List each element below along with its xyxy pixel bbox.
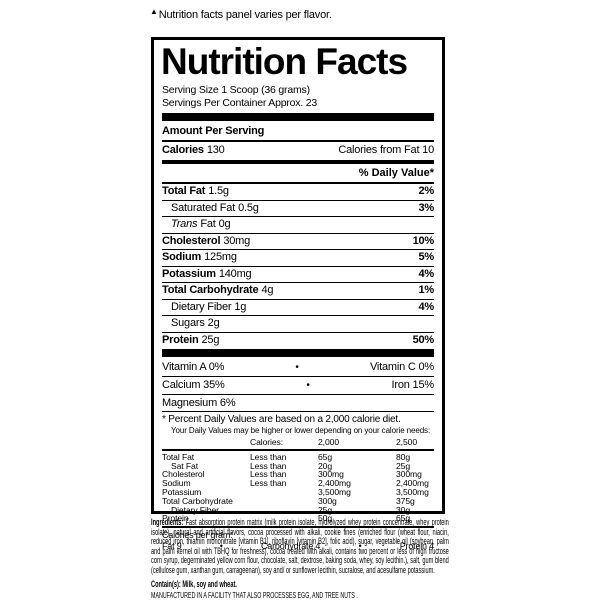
footnote-table-header: Calories: 2,000 2,500 bbox=[250, 437, 418, 447]
section-divider-bar bbox=[162, 113, 434, 121]
calories-per-gram-row: Fat 9 • Carbohydrate 4 • Protein 4 bbox=[162, 540, 434, 553]
divider bbox=[162, 182, 434, 184]
nutrient-row-sodium: Sodium 125mg 5% bbox=[162, 250, 434, 267]
section-divider-bar bbox=[162, 349, 434, 357]
footnote-table: Total Fat Less than 65g 80g Sat Fat Less… bbox=[162, 451, 429, 524]
servings-per-container: Servings Per Container Approx. 23 bbox=[162, 97, 318, 109]
triangle-marker-icon: ▲ bbox=[150, 7, 158, 16]
footnote-daily-values: * Percent Daily Values are based on a 2,… bbox=[162, 414, 401, 425]
ingredients-paragraph: Ingredients: Fast absorption protein mat… bbox=[151, 517, 449, 576]
iron: Iron 15% bbox=[391, 378, 435, 391]
section-divider-bar bbox=[162, 160, 434, 164]
nutrient-row-protein: Protein 25g 50% bbox=[162, 333, 434, 346]
vitamin-a: Vitamin A 0% bbox=[162, 360, 225, 373]
fn-label: Dietary Fiber bbox=[171, 504, 219, 515]
bullet-separator: • bbox=[358, 541, 362, 552]
ingredients-label: Ingredients: bbox=[151, 517, 184, 527]
nutrient-row-total-carbohydrate: Total Carbohydrate 4g 1% bbox=[162, 283, 434, 300]
vitamin-row-2: Calcium 35% • Iron 15% bbox=[162, 377, 434, 394]
calories-from-fat: Calories from Fat 10 bbox=[338, 144, 434, 156]
vitamin-c: Vitamin C 0% bbox=[369, 360, 434, 373]
nutrient-row-potassium: Potassium 140mg 4% bbox=[162, 267, 434, 283]
nutrient-row-cholesterol: Cholesterol 30mg 10% bbox=[162, 234, 434, 250]
flavor-variation-note: ▲Nutrition facts panel varies per flavor… bbox=[150, 7, 332, 21]
daily-value-header: % Daily Value* bbox=[358, 167, 434, 179]
magnesium: Magnesium 6% bbox=[162, 396, 236, 409]
allergen-contains-line: Contain(s): Milk, soy and wheat. bbox=[151, 578, 237, 589]
fn-label: Cholesterol bbox=[162, 469, 205, 480]
flavor-variation-note-text: Nutrition facts panel varies per flavor. bbox=[158, 9, 332, 21]
fn-label: Protein bbox=[162, 513, 189, 524]
bullet-separator: • bbox=[295, 361, 299, 373]
ingredients-text: Fast absorption protein matrix (milk pro… bbox=[151, 517, 449, 575]
bullet-separator: • bbox=[306, 379, 310, 391]
serving-size: Serving Size 1 Scoop (36 grams) bbox=[162, 84, 310, 96]
fn-label: Sodium bbox=[162, 478, 191, 489]
fn-label: Potassium bbox=[162, 486, 202, 497]
calories-row: Calories 130 Calories from Fat 10 bbox=[162, 142, 434, 159]
amount-per-serving-heading: Amount Per Serving bbox=[162, 125, 265, 137]
vitamin-row-3: Magnesium 6% bbox=[162, 395, 434, 411]
fn-label: Sat Fat bbox=[171, 460, 199, 471]
divider bbox=[162, 140, 434, 142]
manufactured-facility-line: MANUFACTURED IN A FACILITY THAT ALSO PRO… bbox=[151, 589, 358, 600]
divider bbox=[162, 376, 434, 377]
vitamin-row-1: Vitamin A 0% • Vitamin C 0% bbox=[162, 359, 434, 376]
divider bbox=[162, 411, 434, 412]
divider bbox=[162, 394, 434, 395]
ingredients-section: Ingredients: Fast absorption protein mat… bbox=[151, 517, 449, 600]
footnote-calorie-needs: Your Daily Values may be higher or lower… bbox=[171, 426, 431, 435]
fn-label: Total Carbohydrate bbox=[162, 495, 233, 506]
nutrient-row-trans-fat: Trans Fat 0g bbox=[162, 217, 434, 234]
bullet-separator: • bbox=[219, 541, 223, 552]
nutrition-facts-panel: Nutrition Facts Serving Size 1 Scoop (36… bbox=[151, 37, 445, 551]
cpg-fat: Fat 9 bbox=[162, 541, 182, 552]
calories-per-gram-label: Calories per gram: bbox=[162, 530, 233, 541]
nutrient-row-total-fat: Total Fat 1.5g 2% bbox=[162, 184, 434, 201]
nutrient-row-dietary-fiber: Dietary Fiber 1g 4% bbox=[162, 300, 434, 316]
divider bbox=[162, 448, 434, 451]
nutrient-row-saturated-fat: Saturated Fat 0.5g 3% bbox=[162, 201, 434, 217]
nutrient-row-sugars: Sugars 2g bbox=[162, 316, 434, 333]
cpg-protein: Protein 4 bbox=[399, 541, 434, 552]
calcium: Calcium 35% bbox=[162, 378, 225, 391]
panel-title: Nutrition Facts bbox=[161, 41, 408, 82]
fn-label: Total Fat bbox=[162, 451, 195, 462]
cpg-carbohydrate: Carbohydrate 4 bbox=[261, 541, 321, 552]
calories-value: Calories 130 bbox=[162, 144, 225, 156]
divider bbox=[162, 526, 434, 529]
